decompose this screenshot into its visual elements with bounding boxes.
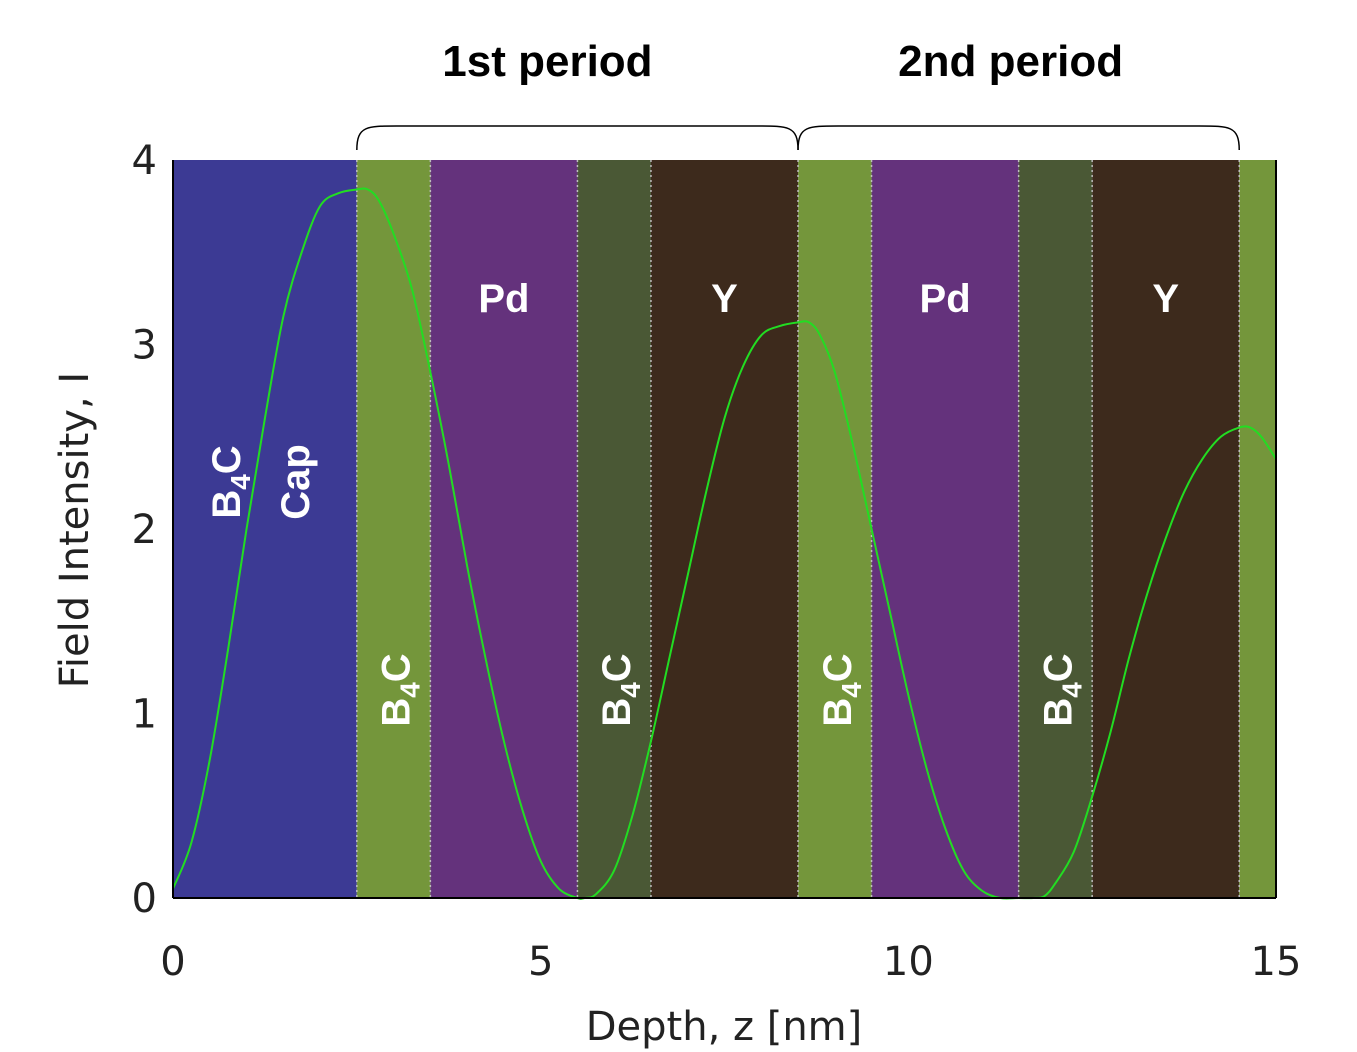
x-axis-label: Depth, z [nm] <box>586 1004 863 1050</box>
layer-label-6: Pd <box>920 277 971 321</box>
layer-dividers <box>356 160 1240 898</box>
layer-band-7 <box>1018 160 1093 898</box>
layer-label-4: Y <box>711 277 738 321</box>
tick-labels: 0 5 10 15 0 1 2 3 4 <box>132 138 1302 985</box>
layer-labels: B4C Cap B4C Pd B4C Y B4C Pd B4C Y <box>205 277 1179 727</box>
x-tick-label: 15 <box>1251 939 1302 985</box>
field-intensity-line <box>172 187 1277 900</box>
layer-band-2 <box>430 160 578 898</box>
layer-bands <box>173 160 1276 898</box>
layer-label-7: B4C <box>1036 653 1087 726</box>
layer-band-9 <box>1239 160 1276 898</box>
layer-band-4 <box>650 160 799 898</box>
layer-band-1 <box>356 160 431 898</box>
layer-band-6 <box>871 160 1019 898</box>
layer-label-2: Pd <box>478 277 529 321</box>
layer-label-cap: Cap <box>274 444 318 520</box>
layer-label-8: Y <box>1152 277 1179 321</box>
x-tick-label: 5 <box>528 939 553 985</box>
period-braces: 1st period 2nd period <box>356 37 1240 151</box>
layer-band-5 <box>798 160 872 898</box>
layer-label-1: B4C <box>375 653 426 726</box>
y-axis-label: Field Intensity, I <box>52 372 98 688</box>
axes <box>172 160 1277 899</box>
y-tick-label: 3 <box>132 323 157 369</box>
period-brace-1 <box>356 125 799 151</box>
layer-band-0 <box>173 160 357 898</box>
layer-label-cap-material: B4C <box>205 445 256 518</box>
layer-label-5: B4C <box>816 653 867 726</box>
period-brace-2 <box>797 125 1240 151</box>
layer-band-8 <box>1092 160 1240 898</box>
period-label-1: 1st period <box>442 37 652 86</box>
y-tick-label: 1 <box>132 692 157 738</box>
y-tick-label: 0 <box>132 876 157 922</box>
y-tick-label: 4 <box>132 138 157 184</box>
x-tick-label: 10 <box>883 939 934 985</box>
period-label-2: 2nd period <box>898 37 1123 86</box>
layer-label-3: B4C <box>595 653 646 726</box>
y-tick-label: 2 <box>132 507 157 553</box>
layer-band-3 <box>577 160 651 898</box>
x-tick-label: 0 <box>160 939 185 985</box>
